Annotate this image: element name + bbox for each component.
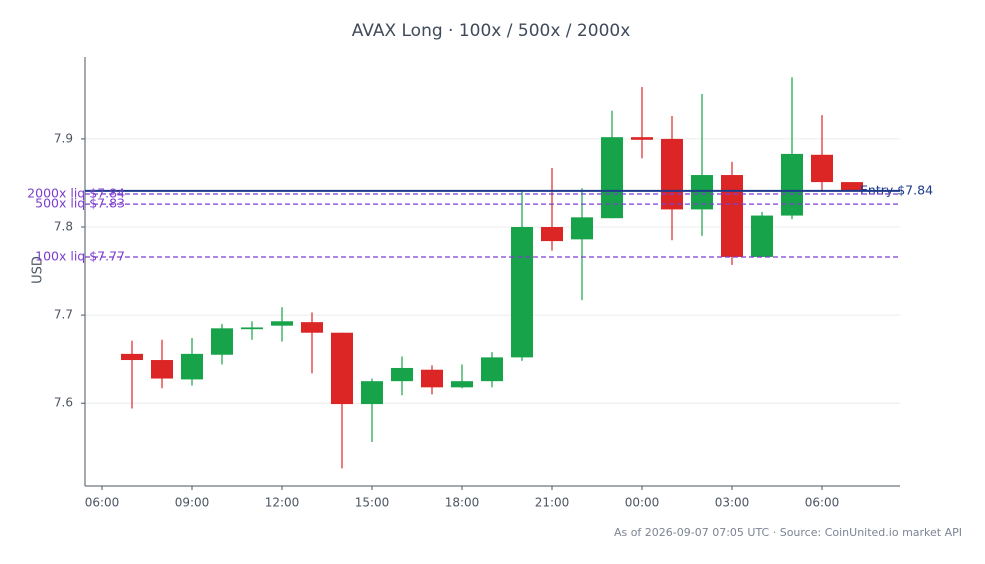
candle-body <box>421 369 443 388</box>
candle-body <box>151 360 173 379</box>
candle-body <box>571 217 593 240</box>
chart-title: AVAX Long · 100x / 500x / 2000x <box>352 21 631 41</box>
candle-body <box>631 137 653 140</box>
x-tick-label: 21:00 <box>535 496 570 510</box>
candle-body <box>331 332 353 405</box>
candle-body <box>181 353 203 380</box>
candle-body <box>511 227 533 358</box>
level-label: 100x liq $7.77 <box>35 248 125 263</box>
candle-body <box>391 367 413 382</box>
y-axis-label: USD <box>31 256 46 284</box>
candle-body <box>751 215 773 257</box>
y-tick-label: 7.6 <box>54 396 73 410</box>
x-tick-label: 15:00 <box>355 496 390 510</box>
candle-body <box>241 327 263 330</box>
x-tick-label: 00:00 <box>625 496 660 510</box>
candle-body <box>481 357 503 382</box>
candle-body <box>691 175 713 210</box>
x-tick-label: 03:00 <box>715 496 750 510</box>
x-tick-label: 09:00 <box>175 496 210 510</box>
x-tick-label: 06:00 <box>85 496 120 510</box>
x-tick-label: 12:00 <box>265 496 300 510</box>
candle-body <box>601 137 623 219</box>
candle-body <box>451 381 473 388</box>
candle-body <box>811 154 833 183</box>
x-tick-label: 06:00 <box>805 496 840 510</box>
candle-body <box>211 328 233 355</box>
candle-body <box>121 353 143 361</box>
level-label: Entry $7.84 <box>860 182 933 197</box>
candle-body <box>721 175 743 257</box>
candle-body <box>661 138 683 210</box>
level-label: 2000x liq $7.84 <box>27 185 125 200</box>
y-tick-label: 7.7 <box>54 308 73 322</box>
candle-body <box>271 321 293 326</box>
candle-body <box>541 227 563 242</box>
level-label: 500x liq $7.83 <box>35 196 125 211</box>
x-tick-label: 18:00 <box>445 496 480 510</box>
candle-body <box>781 153 803 216</box>
y-tick-label: 7.9 <box>54 131 73 145</box>
candle-body <box>361 381 383 405</box>
candle-body <box>841 182 863 191</box>
footer: As of 2026-09-07 07:05 UTC · Source: Coi… <box>614 526 962 539</box>
y-tick-label: 7.8 <box>54 220 73 234</box>
candle-body <box>301 322 323 333</box>
